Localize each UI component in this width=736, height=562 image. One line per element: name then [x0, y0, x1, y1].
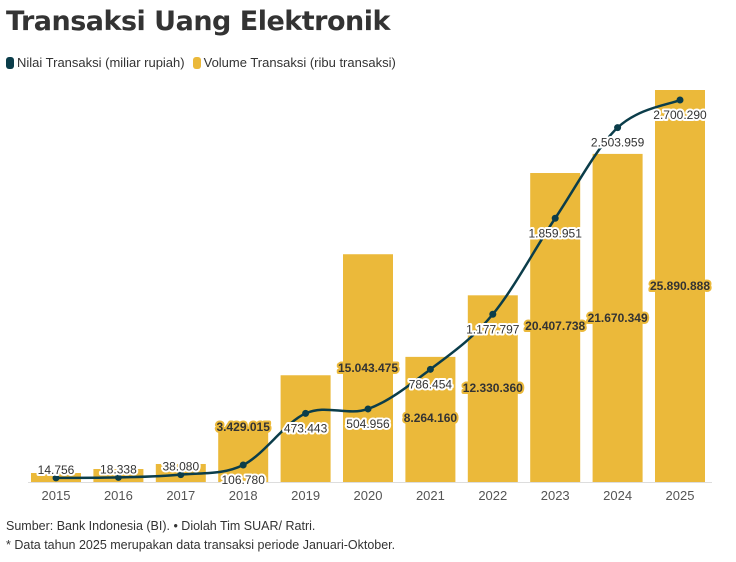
bar-2024 [592, 153, 643, 482]
point-2023 [551, 214, 559, 222]
x-tick-label: 2025 [666, 488, 695, 503]
point-2020 [364, 405, 372, 413]
bar-value-label: 3.429.015 [217, 420, 271, 434]
legend-item-volume: Volume Transaksi (ribu transaksi) [192, 55, 396, 70]
period-note: * Data tahun 2025 merupakan data transak… [6, 538, 396, 552]
point-2018 [239, 461, 247, 469]
point-2015 [52, 474, 60, 482]
bar-value-label: 25.890.888 [650, 279, 710, 293]
line-value-label: 14.756 [38, 463, 75, 477]
x-tick-label: 2023 [541, 488, 570, 503]
bar-2018 [218, 430, 269, 482]
bar-value-label: 15.043.475 [338, 361, 398, 375]
x-tick-label: 2019 [291, 488, 320, 503]
legend-label-volume: Volume Transaksi (ribu transaksi) [203, 55, 396, 70]
x-tick-label: 2016 [104, 488, 133, 503]
line-value-label: 106.780 [222, 473, 266, 487]
legend-swatch-nilai [6, 56, 14, 69]
line-value-label: 504.956 [346, 417, 390, 431]
x-tick-label: 2018 [229, 488, 258, 503]
line-value-label: 2.700.290 [653, 108, 707, 122]
bar-value-label: 21.670.349 [588, 311, 648, 325]
line-value-label: 2.503.959 [591, 136, 645, 150]
legend: Nilai Transaksi (miliar rupiah) Volume T… [6, 55, 396, 70]
line-value-label: 786.454 [409, 377, 453, 391]
bar-value-label: 8.264.160 [404, 411, 458, 425]
point-2024 [614, 124, 622, 132]
legend-item-nilai: Nilai Transaksi (miliar rupiah) [6, 55, 185, 70]
line-value-label: 1.859.951 [529, 226, 583, 240]
point-2021 [426, 365, 434, 373]
source-note: Sumber: Bank Indonesia (BI). • Diolah Ti… [6, 519, 316, 533]
bar-2019 [280, 375, 331, 482]
bar-value-label: 12.330.360 [463, 381, 523, 395]
legend-label-nilai: Nilai Transaksi (miliar rupiah) [17, 55, 185, 70]
x-tick-label: 2022 [478, 488, 507, 503]
x-tick-label: 2020 [354, 488, 383, 503]
line-value-label: 1.177.797 [466, 322, 520, 336]
x-tick-label: 2015 [42, 488, 71, 503]
bar-value-label: 20.407.738 [525, 319, 585, 333]
point-2019 [302, 409, 310, 417]
point-2017 [177, 471, 185, 479]
bar-2021 [405, 356, 456, 482]
line-value-label: 473.443 [284, 421, 328, 435]
x-tick-label: 2017 [166, 488, 195, 503]
x-tick-label: 2024 [603, 488, 632, 503]
point-2022 [489, 310, 497, 318]
x-tick-label: 2021 [416, 488, 445, 503]
bar-2025 [655, 90, 705, 482]
line-value-label: 38.080 [162, 460, 199, 474]
bar-2023 [530, 173, 581, 482]
bar-2022 [467, 295, 518, 482]
point-2016 [114, 473, 122, 481]
chart-title: Transaksi Uang Elektronik [6, 6, 390, 37]
point-2025 [676, 96, 684, 104]
line-value-label: 18.338 [100, 462, 137, 476]
legend-swatch-volume [192, 56, 201, 69]
bar-2020 [343, 254, 393, 482]
